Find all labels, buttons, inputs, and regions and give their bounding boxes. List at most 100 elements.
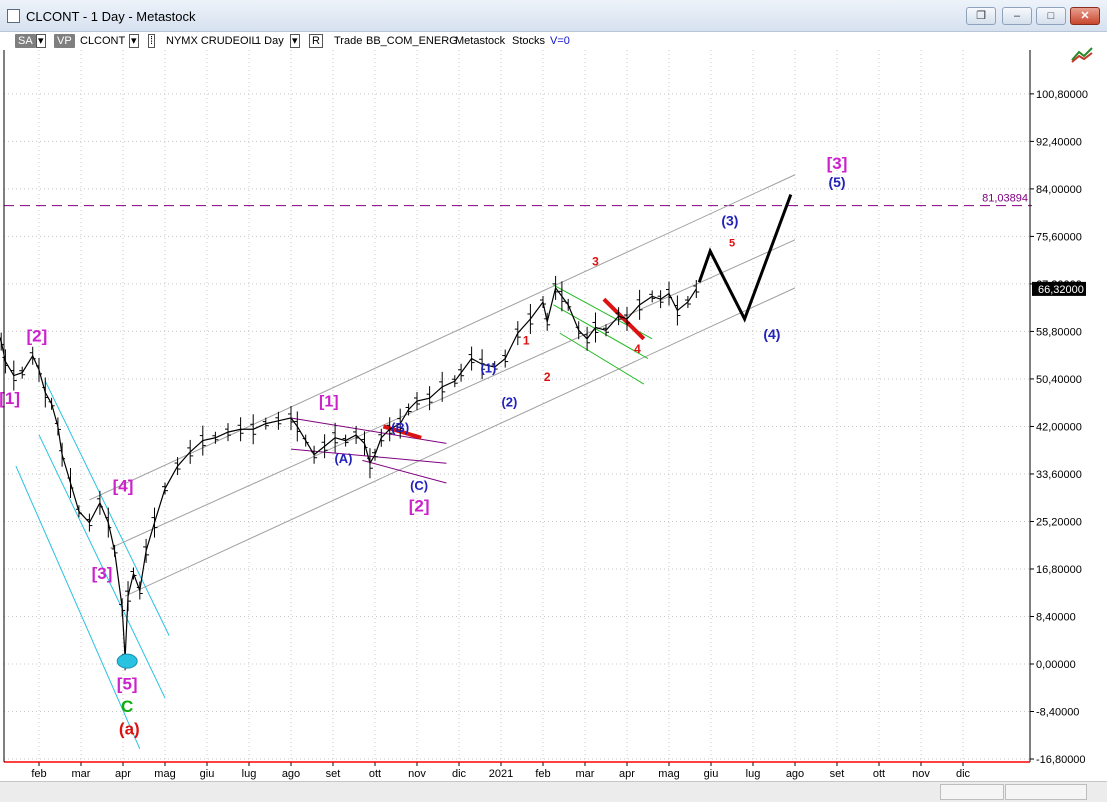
- chart-toolbar: SA ▾ VP CLCONT ▾ ⁞ NYMX CRUDEOIL 1 Day ▾…: [0, 32, 1107, 50]
- window-titlebar: CLCONT - 1 Day - Metastock ❐ – □ ✕: [0, 0, 1107, 32]
- price-axis-label: -8,40000: [1036, 707, 1079, 719]
- wave-label: [4]: [113, 476, 134, 495]
- time-axis-label: set: [830, 768, 845, 780]
- status-bar: [0, 781, 1107, 802]
- price-axis-label: 25,20000: [1036, 516, 1082, 528]
- time-axis-label: 2021: [489, 768, 513, 780]
- channel-line-decline-2: [38, 434, 166, 699]
- time-axis-label: dic: [452, 768, 467, 780]
- maximize-button[interactable]: □: [1036, 7, 1066, 25]
- time-axis-label: lug: [746, 768, 761, 780]
- low-marker: [116, 653, 138, 669]
- time-axis-label: ago: [786, 768, 804, 780]
- time-axis-label: apr: [115, 768, 131, 780]
- wave-label: 5: [729, 238, 735, 250]
- time-axis-label: giu: [704, 768, 719, 780]
- wave-label: (1): [480, 361, 496, 376]
- time-axis-label: set: [326, 768, 341, 780]
- price-axis-label: 75,60000: [1036, 231, 1082, 243]
- time-axis-label: lug: [242, 768, 257, 780]
- wave-label: (B): [391, 420, 409, 435]
- time-axis-label: mag: [154, 768, 175, 780]
- wave-label: [2]: [27, 327, 48, 346]
- info-icon[interactable]: ⁞: [148, 34, 156, 48]
- wave-label: C: [121, 697, 133, 716]
- price-axis-label: 50,40000: [1036, 374, 1082, 386]
- wave-label: [5]: [117, 674, 138, 693]
- wave-label: (5): [828, 174, 845, 190]
- symbol-label[interactable]: CLCONT: [80, 35, 126, 47]
- period-dropdown-icon[interactable]: ▾: [290, 34, 300, 48]
- channel-line-decline-1: [44, 380, 170, 636]
- time-axis-label: nov: [912, 768, 930, 780]
- last-price-box: [1032, 281, 1086, 296]
- price-axis-label: 42,00000: [1036, 421, 1082, 433]
- wave-label: [3]: [92, 564, 113, 583]
- status-cell: [940, 784, 1004, 800]
- channel-line-abc-middle: [290, 448, 447, 464]
- wave-labels: [1] [2] [3] [4] [5] C (a) [1] (A) (B) (C) [2] (1) (2)…: [0, 154, 847, 739]
- time-axis-label: mag: [658, 768, 679, 780]
- time-axis-label: ott: [369, 768, 381, 780]
- trendline-red-2: [602, 297, 646, 341]
- price-line: [0, 286, 697, 659]
- price-axis-label: 100,80000: [1036, 89, 1088, 101]
- wave-label: (C): [410, 478, 428, 493]
- channel-line-abc-lower: [362, 459, 447, 484]
- restore-icon[interactable]: ❐: [966, 7, 996, 25]
- drawing-tools-icon[interactable]: [1070, 44, 1096, 64]
- time-axis-label: feb: [535, 768, 550, 780]
- mode-label: Trade: [334, 35, 363, 47]
- minimize-button[interactable]: –: [1002, 7, 1032, 25]
- time-axis-label: ott: [873, 768, 885, 780]
- wave-projection: [116, 194, 793, 669]
- time-axis-label: giu: [200, 768, 215, 780]
- wave-label: 4: [634, 342, 641, 356]
- time-axis-label: dic: [956, 768, 971, 780]
- r-button[interactable]: R: [309, 34, 323, 48]
- channel-lines: 81,03894: [4, 174, 1032, 750]
- time-axis-label: apr: [619, 768, 635, 780]
- wave-label: (a): [119, 720, 140, 739]
- time-axis-label: nov: [408, 768, 426, 780]
- wave-label: [1]: [319, 394, 339, 411]
- wave-label: (A): [334, 451, 352, 466]
- price-axis-label: 33,60000: [1036, 469, 1082, 481]
- asset-label: Stocks: [512, 35, 546, 47]
- time-axis-label: mar: [576, 768, 595, 780]
- volume-flag: V=0: [550, 35, 570, 47]
- sa-dropdown-icon[interactable]: ▾: [36, 34, 46, 48]
- symbol-dropdown-icon[interactable]: ▾: [129, 34, 139, 48]
- price-axis-label: 8,40000: [1036, 611, 1076, 623]
- exchange-label: NYMX CRUDEOIL: [166, 35, 258, 47]
- vp-button[interactable]: VP: [54, 34, 75, 48]
- price-axis-label: 84,00000: [1036, 184, 1082, 196]
- sa-button[interactable]: SA: [15, 34, 36, 48]
- time-axis-label: ago: [282, 768, 300, 780]
- wave-label: (3): [721, 213, 738, 229]
- wave-label: 2: [544, 370, 551, 384]
- channel-line-main-lower: [124, 287, 796, 597]
- wave-label: [1]: [0, 389, 20, 408]
- provider-label: Metastock: [455, 35, 506, 47]
- price-axis-label: 92,40000: [1036, 136, 1082, 148]
- window-title: CLCONT - 1 Day - Metastock: [26, 9, 196, 24]
- channel-line-abc-upper: [290, 417, 447, 444]
- close-button[interactable]: ✕: [1070, 7, 1100, 25]
- channel-line-main-middle: [110, 239, 796, 549]
- price-axis-label: 16,80000: [1036, 564, 1082, 576]
- channel-line-main-upper: [89, 174, 796, 501]
- last-price-label: 66,32000: [1038, 284, 1084, 296]
- wave-label: (4): [763, 326, 780, 342]
- source-label: BB_COM_ENERG: [366, 35, 458, 47]
- wave-label: [2]: [409, 496, 430, 515]
- price-axis-label: 0,00000: [1036, 659, 1076, 671]
- chart-axes: 100,8000092,4000084,0000075,6000067,2000…: [3, 50, 1088, 780]
- projection-path: [697, 194, 793, 323]
- wave-label: 1: [523, 333, 530, 347]
- price-chart[interactable]: 81,03894 [1] [2] [3] [4] [5] C (a) [1] (A) (B) (C)…: [0, 50, 1107, 781]
- channel-line-decline-3: [15, 465, 141, 750]
- price-bars: [0, 275, 700, 671]
- wave-label: 3: [592, 254, 599, 268]
- period-label[interactable]: 1 Day: [255, 35, 284, 47]
